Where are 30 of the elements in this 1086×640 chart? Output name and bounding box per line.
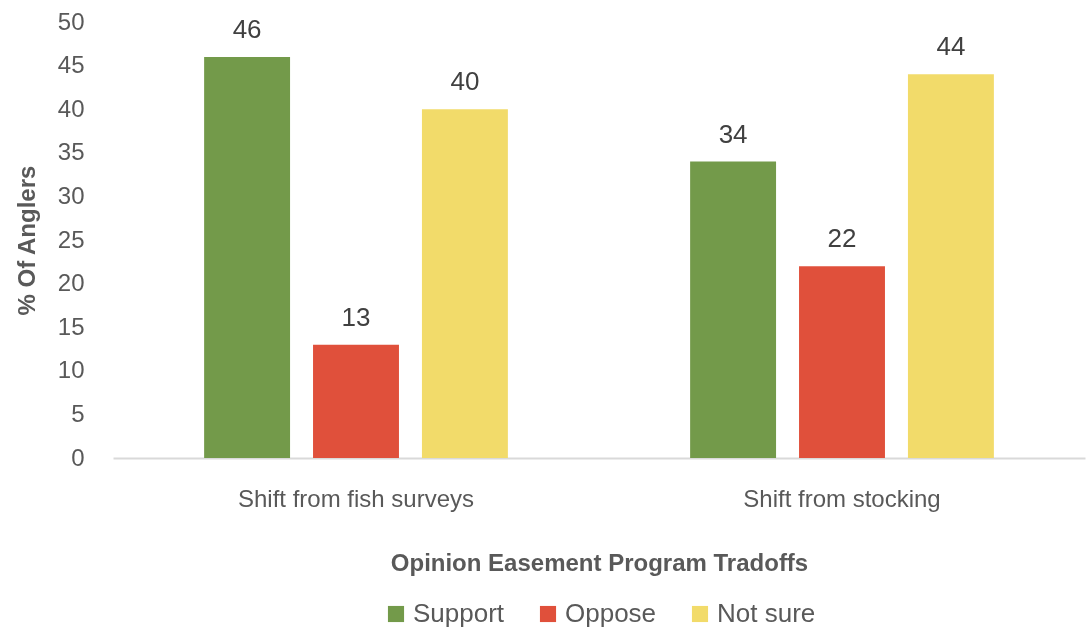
y-tick-label: 5 — [71, 399, 85, 427]
y-tick-label: 15 — [57, 312, 85, 340]
data-label: 34 — [718, 118, 748, 149]
x-tick-label: Shift from fish surveys — [237, 484, 475, 512]
bar — [313, 344, 399, 458]
y-tick-label: 50 — [57, 7, 85, 35]
y-tick-label: 0 — [71, 443, 85, 471]
bar — [690, 161, 777, 458]
y-tick-label: 45 — [57, 51, 85, 79]
x-tick-label: Shift from stocking — [743, 484, 941, 512]
y-tick-label: 35 — [57, 138, 85, 166]
data-label: 22 — [827, 223, 857, 254]
bar — [204, 56, 291, 458]
y-tick-label: 30 — [57, 181, 85, 209]
bar — [907, 74, 994, 458]
legend-label: Support — [413, 598, 505, 628]
legend-label: Not sure — [717, 598, 816, 628]
legend-label: Oppose — [565, 598, 657, 628]
y-tick-label: 20 — [57, 269, 85, 297]
data-label: 46 — [232, 13, 262, 44]
bar — [421, 109, 508, 458]
y-tick-label: 25 — [57, 225, 85, 253]
data-label: 44 — [936, 31, 966, 62]
data-label: 40 — [450, 66, 480, 97]
y-tick-label: 10 — [57, 356, 85, 384]
x-axis-title: Opinion Easement Program Tradoffs — [390, 548, 809, 576]
y-tick-label: 40 — [57, 94, 85, 122]
bar — [799, 266, 885, 458]
data-label: 13 — [341, 301, 371, 332]
y-axis-title: % Of Anglers — [12, 165, 40, 316]
